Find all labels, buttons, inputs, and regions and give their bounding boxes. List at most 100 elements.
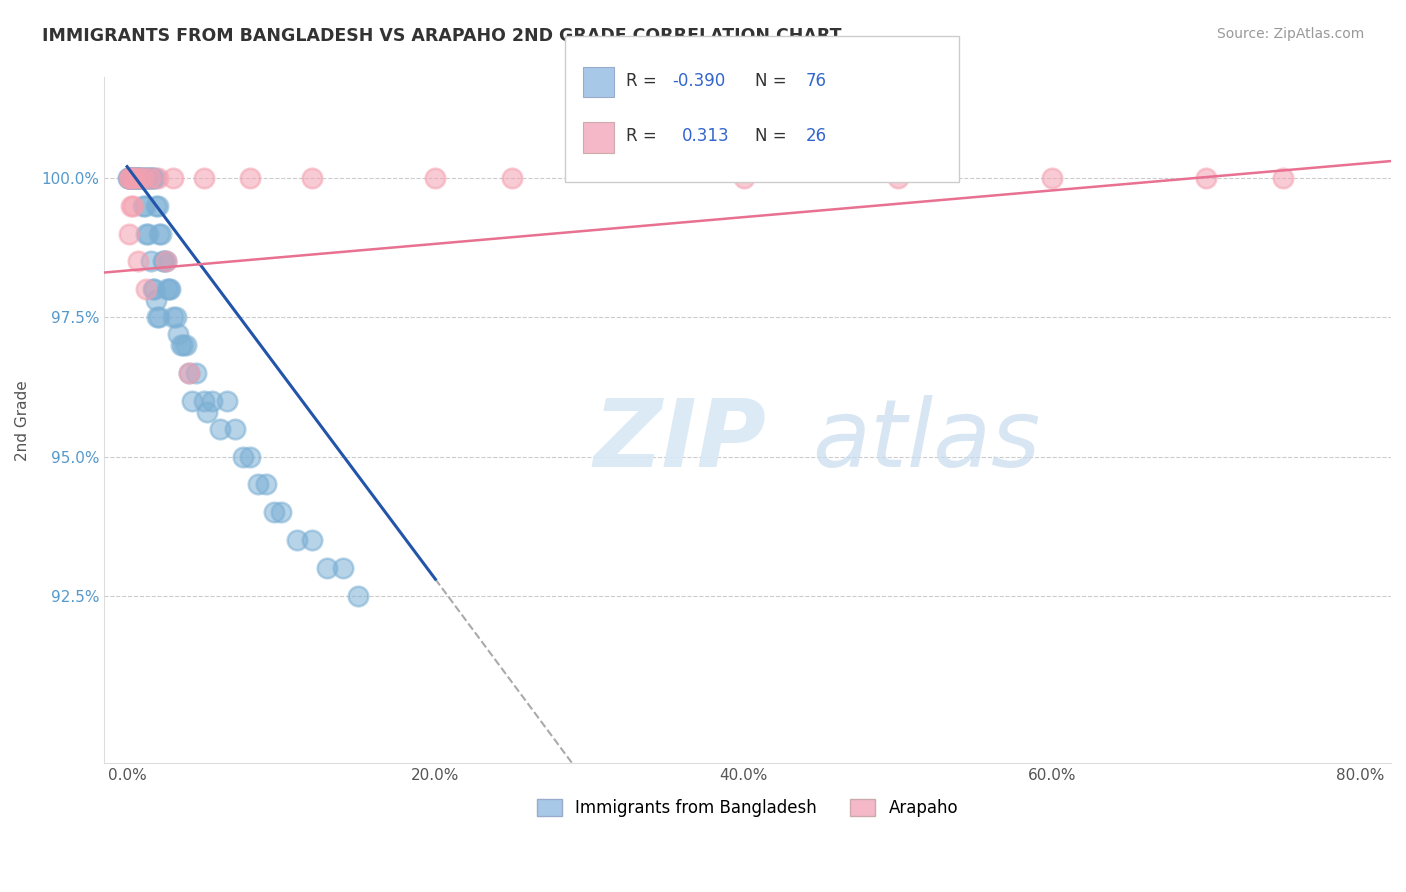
- Text: 76: 76: [806, 72, 827, 90]
- Point: [128, 170, 150, 185]
- Point: [425, 170, 447, 185]
- Point: [239, 450, 262, 464]
- Point: [118, 170, 141, 185]
- Point: [155, 254, 177, 268]
- Point: [217, 393, 239, 408]
- Point: [136, 170, 159, 185]
- Point: [148, 310, 170, 325]
- Point: [128, 170, 150, 185]
- Point: [201, 393, 224, 408]
- Point: [177, 366, 200, 380]
- Point: [733, 170, 755, 185]
- Point: [135, 227, 157, 241]
- Point: [138, 170, 160, 185]
- Point: [141, 170, 163, 185]
- Point: [162, 310, 184, 325]
- Point: [224, 422, 246, 436]
- Y-axis label: 2nd Grade: 2nd Grade: [15, 380, 30, 460]
- Point: [124, 170, 146, 185]
- Text: 0.313: 0.313: [682, 128, 730, 145]
- Point: [139, 254, 162, 268]
- Point: [152, 254, 174, 268]
- Point: [127, 170, 149, 185]
- Point: [121, 170, 143, 185]
- Point: [186, 366, 208, 380]
- Point: [1040, 170, 1063, 185]
- Point: [239, 170, 262, 185]
- Point: [143, 170, 166, 185]
- Point: [118, 170, 141, 185]
- Point: [129, 170, 152, 185]
- Point: [316, 561, 339, 575]
- Point: [135, 282, 157, 296]
- Point: [145, 293, 167, 308]
- Text: IMMIGRANTS FROM BANGLADESH VS ARAPAHO 2ND GRADE CORRELATION CHART: IMMIGRANTS FROM BANGLADESH VS ARAPAHO 2N…: [42, 27, 842, 45]
- Point: [162, 170, 184, 185]
- Text: 26: 26: [806, 128, 827, 145]
- Point: [193, 170, 215, 185]
- Point: [501, 170, 523, 185]
- Point: [887, 170, 910, 185]
- Point: [157, 282, 180, 296]
- Text: atlas: atlas: [811, 395, 1040, 486]
- Point: [148, 227, 170, 241]
- Point: [263, 505, 285, 519]
- Point: [301, 170, 323, 185]
- Point: [195, 405, 218, 419]
- Text: ZIP: ZIP: [593, 395, 766, 487]
- Point: [132, 170, 155, 185]
- Point: [177, 366, 200, 380]
- Point: [122, 170, 145, 185]
- Point: [150, 227, 173, 241]
- Point: [124, 170, 146, 185]
- Point: [141, 282, 163, 296]
- Point: [165, 310, 187, 325]
- Point: [124, 170, 146, 185]
- Legend: Immigrants from Bangladesh, Arapaho: Immigrants from Bangladesh, Arapaho: [530, 792, 965, 823]
- Point: [135, 170, 157, 185]
- Point: [232, 450, 254, 464]
- Point: [132, 199, 155, 213]
- Point: [131, 170, 153, 185]
- Text: N =: N =: [755, 128, 792, 145]
- Text: N =: N =: [755, 72, 792, 90]
- Point: [156, 282, 179, 296]
- Point: [146, 310, 169, 325]
- Point: [139, 170, 162, 185]
- Point: [121, 170, 143, 185]
- Point: [136, 227, 159, 241]
- Point: [145, 199, 167, 213]
- Point: [247, 477, 270, 491]
- Point: [129, 170, 152, 185]
- Text: R =: R =: [626, 72, 662, 90]
- Point: [122, 170, 145, 185]
- Point: [146, 170, 169, 185]
- Point: [159, 282, 181, 296]
- Point: [125, 170, 148, 185]
- Point: [155, 254, 177, 268]
- Point: [285, 533, 308, 548]
- Point: [270, 505, 292, 519]
- Point: [121, 170, 143, 185]
- Point: [120, 199, 142, 213]
- Point: [172, 338, 194, 352]
- Point: [118, 227, 141, 241]
- Point: [120, 170, 142, 185]
- Point: [1272, 170, 1295, 185]
- Point: [120, 170, 142, 185]
- Point: [139, 170, 162, 185]
- Point: [128, 170, 150, 185]
- Point: [146, 199, 169, 213]
- Point: [301, 533, 323, 548]
- Point: [122, 199, 145, 213]
- Text: -0.390: -0.390: [672, 72, 725, 90]
- Point: [167, 326, 190, 341]
- Point: [174, 338, 197, 352]
- Point: [127, 170, 149, 185]
- Point: [120, 170, 142, 185]
- Point: [118, 170, 141, 185]
- Point: [143, 282, 166, 296]
- Point: [134, 199, 156, 213]
- Point: [127, 254, 149, 268]
- Text: R =: R =: [626, 128, 662, 145]
